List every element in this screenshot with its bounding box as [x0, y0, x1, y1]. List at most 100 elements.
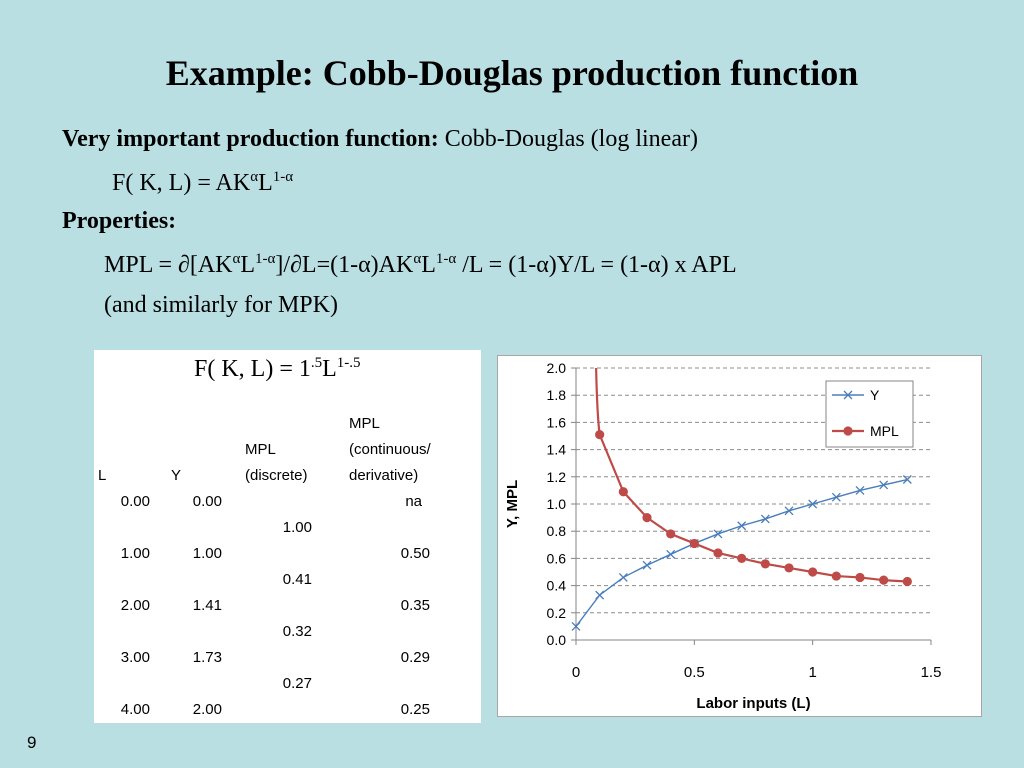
data-point-y — [855, 485, 865, 495]
data-point-y — [737, 521, 747, 531]
data-point-mpl — [855, 572, 865, 583]
data-point-y — [808, 499, 818, 509]
table-formula: F( K, L) = 1.5L1-.5 — [194, 356, 361, 383]
intro-line: Very important production function: Cobb… — [62, 126, 698, 153]
series-line-y — [575, 478, 908, 627]
intro-text: Cobb-Douglas (log linear) — [438, 126, 698, 152]
cell-mpl-continuous: 0.29 — [400, 649, 430, 666]
chart-container: 0.0 0.2 0.4 0.6 0.8 1.0 1.2 1.4 1.6 1.8 2.0 0 0.5 1 1.… — [497, 355, 982, 717]
formula-exponent: 1-α — [272, 169, 294, 185]
y-tick-label: 1.2 — [547, 469, 567, 485]
cell-mpl-continuous: 0.50 — [400, 545, 430, 562]
data-point-mpl — [618, 487, 628, 497]
data-point-mpl — [689, 538, 699, 549]
intro-bold-label: Very important production function: — [62, 126, 439, 152]
data-point-mpl — [737, 553, 747, 563]
y-tick-label: 0.2 — [547, 605, 567, 621]
cell-l: 3.00 — [120, 649, 150, 666]
mpl-part: L — [240, 252, 256, 278]
cobb-douglas-formula: F( K, L) = AKαL1-α — [112, 170, 293, 197]
data-point-mpl — [784, 563, 794, 573]
header-mpl-continuous-sub: (continuous/ — [349, 441, 431, 458]
cell-mpl-discrete: 0.32 — [282, 623, 312, 640]
properties-label: Properties: — [62, 208, 176, 235]
legend-marker-mpl — [843, 426, 853, 436]
header-mpl-continuous-sub2: derivative) — [349, 467, 419, 484]
cell-y: 1.00 — [192, 545, 222, 562]
data-point-mpl — [666, 529, 676, 539]
cell-l: 0.00 — [120, 493, 150, 510]
header-l: L — [98, 467, 107, 484]
data-point-y — [760, 514, 770, 524]
x-axis-label: Labor inputs (L) — [696, 695, 810, 712]
x-tick-label: 0 — [572, 664, 580, 681]
table-formula-part: L — [322, 356, 337, 382]
y-tick-label: 1.0 — [547, 496, 567, 512]
mpl-exponent: 1-α — [255, 251, 276, 267]
y-tick-label: 0.4 — [547, 578, 567, 594]
mpl-exponent: α — [232, 251, 241, 267]
properties-heading: Properties: — [62, 208, 177, 234]
x-tick-label: 1 — [808, 664, 816, 681]
data-point-mpl — [879, 575, 889, 585]
y-tick-label: 0.0 — [547, 632, 567, 648]
header-y: Y — [171, 467, 182, 484]
legend-box — [825, 380, 914, 448]
data-point-y — [595, 590, 605, 600]
mpl-part: L — [421, 252, 436, 278]
header-mpl-discrete: MPL — [245, 441, 276, 458]
legend-label-y: Y — [870, 387, 880, 403]
table-formula-exponent: 1-.5 — [336, 355, 361, 371]
data-point-mpl — [760, 559, 770, 569]
x-tick-label: 1.5 — [921, 664, 942, 681]
cell-mpl-continuous: 0.25 — [400, 701, 430, 718]
cell-mpl-continuous: na — [405, 493, 422, 510]
data-point-mpl — [595, 430, 605, 440]
data-point-y — [902, 475, 912, 484]
cell-y: 0.00 — [192, 493, 222, 510]
y-tick-label: 1.6 — [547, 414, 567, 430]
mpl-exponent: 1-α — [435, 251, 457, 267]
header-mpl-discrete-sub: (discrete) — [245, 467, 308, 484]
header-mpl-continuous: MPL — [349, 415, 380, 432]
cell-l: 2.00 — [120, 597, 150, 614]
formula-part: F( K, L) = AK — [112, 170, 251, 196]
formula-part: L — [258, 170, 273, 196]
data-point-y — [713, 529, 723, 539]
y-tick-label: 0.6 — [547, 550, 567, 566]
data-table: F( K, L) = 1.5L1-.5 MPL MPL (continuous/… — [94, 350, 481, 723]
mpk-note: (and similarly for MPK) — [104, 292, 338, 318]
data-point-y — [831, 492, 841, 502]
data-point-mpl — [808, 567, 818, 577]
table-formula-part: F( K, L) = 1 — [194, 356, 311, 382]
y-tick-label: 0.8 — [547, 523, 567, 539]
data-point-y — [571, 621, 581, 631]
cell-mpl-continuous: 0.35 — [400, 597, 430, 614]
mpl-exponent: α — [413, 251, 422, 267]
y-tick-label: 1.8 — [547, 387, 567, 403]
cell-l: 4.00 — [120, 701, 150, 718]
mpl-part: MPL = ∂[AK — [104, 252, 233, 278]
data-point-y — [618, 572, 628, 582]
mpl-part: ]/∂L=(1-α)AK — [275, 252, 414, 278]
data-point-mpl — [831, 571, 841, 581]
legend-marker-y — [843, 390, 853, 400]
data-point-y — [642, 560, 652, 570]
mpl-derivation: MPL = ∂[AKαL1-α]/∂L=(1-α)AKαL1-α /L = (1… — [104, 252, 737, 279]
x-tick-label: 0.5 — [684, 664, 705, 681]
y-axis-label: Y, MPL — [504, 480, 521, 528]
cell-mpl-discrete: 0.41 — [282, 571, 312, 588]
cell-y: 1.73 — [192, 649, 222, 666]
cell-l: 1.00 — [120, 545, 150, 562]
y-tick-label: 2.0 — [547, 360, 567, 376]
data-point-mpl — [713, 548, 723, 558]
cell-mpl-discrete: 1.00 — [282, 519, 312, 536]
cell-y: 1.41 — [192, 597, 222, 614]
data-point-mpl — [642, 513, 652, 523]
cell-mpl-discrete: 0.27 — [282, 675, 312, 692]
table-formula-exponent: .5 — [310, 355, 323, 371]
y-tick-label: 1.4 — [547, 442, 567, 458]
data-point-mpl — [902, 576, 912, 587]
data-point-y — [879, 480, 889, 490]
legend-label-mpl: MPL — [870, 423, 899, 439]
